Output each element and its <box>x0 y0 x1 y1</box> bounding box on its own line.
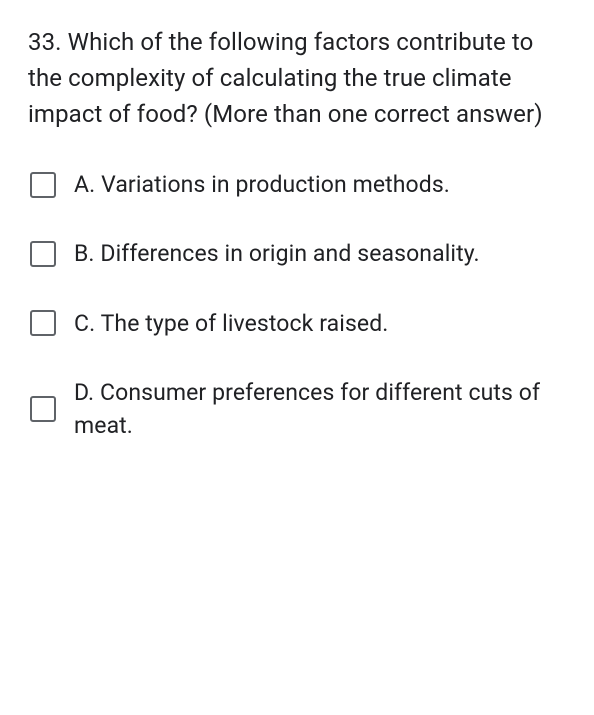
option-label-d[interactable]: D. Consumer preferences for different cu… <box>74 376 566 443</box>
option-text: Variations in production methods. <box>101 171 450 198</box>
option-label-b[interactable]: B. Differences in origin and seasonality… <box>74 237 480 270</box>
option-letter: C. <box>74 310 95 337</box>
question-number: 33. <box>28 28 62 56</box>
options-container: A. Variations in production methods. B. … <box>28 168 566 443</box>
option-text: Consumer preferences for different cuts … <box>74 379 540 439</box>
checkbox-c[interactable] <box>30 310 56 336</box>
option-label-c[interactable]: C. The type of livestock raised. <box>74 307 388 340</box>
option-letter: D. <box>74 379 94 406</box>
option-text: Differences in origin and seasonality. <box>100 240 479 267</box>
question-body: Which of the following factors contribut… <box>28 28 543 128</box>
checkbox-d[interactable] <box>30 396 56 422</box>
option-row-d[interactable]: D. Consumer preferences for different cu… <box>30 376 566 443</box>
option-text: The type of livestock raised. <box>101 310 389 337</box>
checkbox-a[interactable] <box>30 172 56 198</box>
option-row-c[interactable]: C. The type of livestock raised. <box>30 307 566 340</box>
option-letter: A. <box>74 171 95 198</box>
option-row-a[interactable]: A. Variations in production methods. <box>30 168 566 201</box>
option-letter: B. <box>74 240 95 267</box>
option-label-a[interactable]: A. Variations in production methods. <box>74 168 450 201</box>
checkbox-b[interactable] <box>30 241 56 267</box>
question-text: 33. Which of the following factors contr… <box>28 24 566 132</box>
option-row-b[interactable]: B. Differences in origin and seasonality… <box>30 237 566 270</box>
